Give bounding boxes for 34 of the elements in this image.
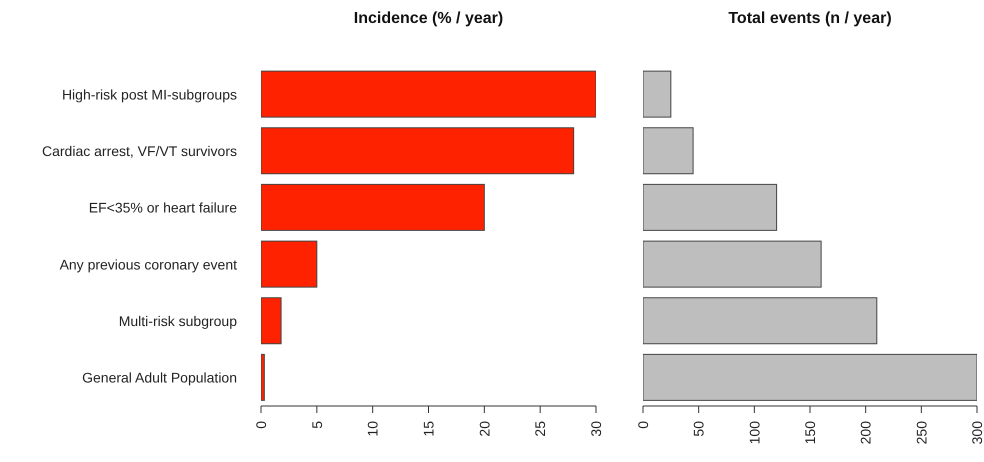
bar bbox=[261, 127, 574, 174]
x-tick-label: 20 bbox=[476, 420, 492, 437]
y-tick-label: Cardiac arrest, VF/VT survivors bbox=[42, 142, 237, 159]
bar bbox=[643, 184, 778, 231]
y-tick-label: General Adult Population bbox=[82, 370, 237, 386]
bar bbox=[261, 354, 265, 401]
bar bbox=[261, 70, 596, 118]
x-tick-label: 100 bbox=[746, 420, 762, 444]
bar bbox=[261, 240, 318, 288]
x-tick-label: 50 bbox=[690, 420, 707, 437]
bar bbox=[643, 70, 672, 118]
y-tick-label: EF<35% or heart failure bbox=[88, 200, 238, 216]
bar bbox=[643, 240, 822, 288]
bar bbox=[643, 354, 977, 401]
chart-title: Total events (n / year) bbox=[727, 10, 893, 28]
x-tick-label: 200 bbox=[858, 420, 874, 444]
x-tick-label: 0 bbox=[253, 420, 269, 429]
x-tick-label: 5 bbox=[308, 420, 325, 429]
x-tick-label: 150 bbox=[802, 420, 818, 444]
x-tick-label: 250 bbox=[913, 420, 930, 444]
bar bbox=[643, 297, 878, 344]
chart-title: Incidence (% / year) bbox=[352, 10, 504, 28]
x-tick-label: 10 bbox=[364, 420, 381, 437]
bar bbox=[261, 297, 282, 344]
y-tick-label: High-risk post MI-subgroups bbox=[62, 86, 237, 102]
x-tick-label: 25 bbox=[532, 420, 548, 437]
x-tick-label: 15 bbox=[420, 420, 436, 437]
x-tick-label: 300 bbox=[969, 420, 984, 444]
x-tick-label: 30 bbox=[588, 420, 604, 437]
bar bbox=[261, 184, 485, 231]
x-tick-label: 0 bbox=[635, 420, 651, 429]
y-tick-label: Any previous coronary event bbox=[60, 256, 238, 272]
bar bbox=[643, 127, 694, 174]
y-tick-label: Multi-risk subgroup bbox=[118, 312, 238, 329]
